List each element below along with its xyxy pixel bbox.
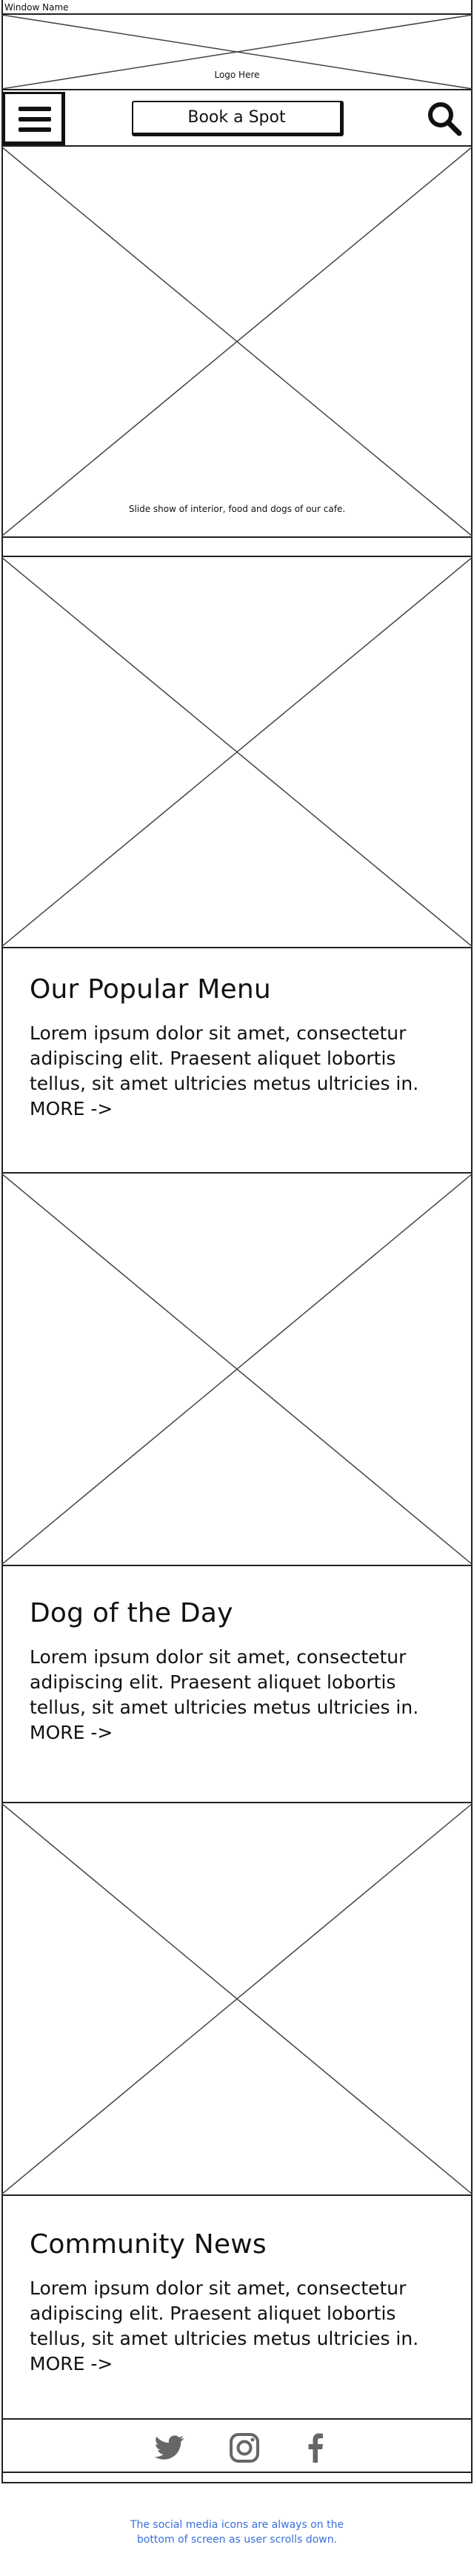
book-a-spot-button[interactable]: Book a Spot [132,101,344,136]
section-title: Dog of the Day [30,1598,233,1628]
more-link[interactable]: MORE -> [30,2353,113,2374]
placeholder-cross [1,15,473,89]
facebook-icon[interactable] [298,2430,333,2466]
more-link[interactable]: MORE -> [30,1722,113,1743]
placeholder-cross [1,557,473,947]
annotation-note: The social media icons are always on the… [0,2517,474,2547]
divider [1,538,473,557]
section-title: Community News [30,2229,267,2260]
placeholder-cross [1,1174,473,1565]
community-image [1,1803,473,2196]
annotation-line-2: bottom of screen as user scrolls down. [136,2534,338,2546]
instagram-icon[interactable] [227,2430,262,2466]
phone-frame [1,0,473,2483]
logo-text: Logo Here [211,70,263,80]
dog-image [1,1174,473,1566]
placeholder-cross [1,147,473,536]
dog-of-the-day-section: Dog of the Day Lorem ipsum dolor sit ame… [1,1566,473,1803]
search-icon[interactable] [425,99,464,138]
menu-image [1,557,473,948]
placeholder-cross [1,1803,473,2194]
community-news-section: Community News Lorem ipsum dolor sit ame… [1,2196,473,2418]
twitter-icon[interactable] [151,2430,187,2466]
section-body: Lorem ipsum dolor sit amet, consectetur … [30,2277,419,2349]
section-title: Our Popular Menu [30,974,271,1005]
annotation-line-1: The social media icons are always on the [130,2519,344,2531]
more-link[interactable]: MORE -> [30,1098,113,1119]
popular-menu-section: Our Popular Menu Lorem ipsum dolor sit a… [1,948,473,1174]
section-body: Lorem ipsum dolor sit amet, consectetur … [30,1022,419,1094]
section-body: Lorem ipsum dolor sit amet, consectetur … [30,1646,419,1718]
navbar: Book a Spot [1,89,473,147]
window-title: Window Name [1,0,473,15]
hamburger-menu-icon[interactable] [3,92,65,145]
slideshow[interactable]: Slide show of interior, food and dogs of… [1,147,473,538]
social-footer [1,2418,473,2473]
slideshow-caption: Slide show of interior, food and dogs of… [124,504,350,514]
logo-placeholder: Logo Here [1,15,473,89]
window-title-text: Window Name [4,2,69,13]
